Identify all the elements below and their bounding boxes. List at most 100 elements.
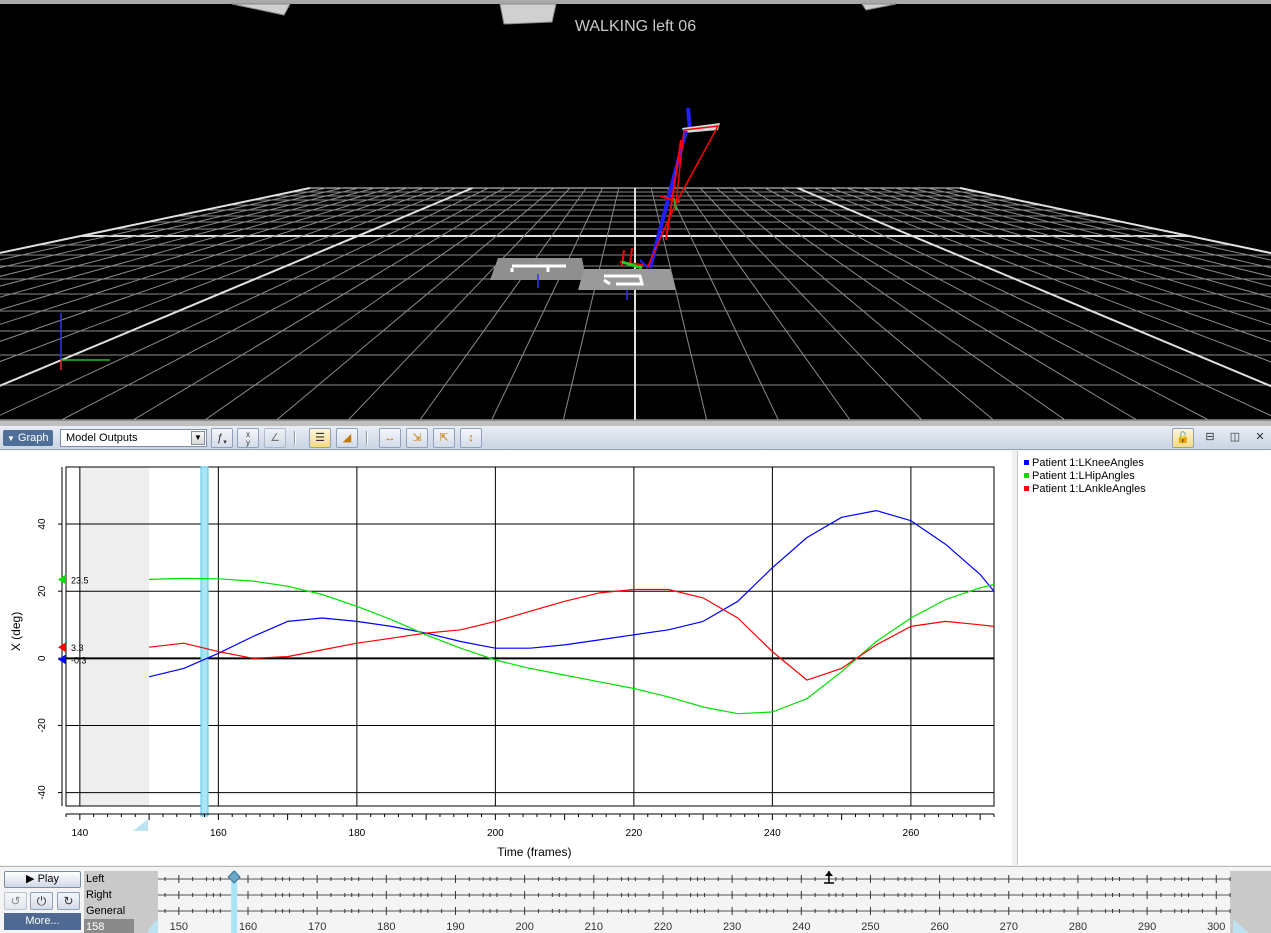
legend-label: Patient 1:LAnkleAngles (1032, 483, 1146, 495)
viewport-top-bar (0, 0, 1271, 4)
x-tick-label: 240 (764, 828, 781, 839)
x-tick-label: 180 (349, 828, 366, 839)
timeline-tick-label: 260 (930, 921, 948, 933)
graph-panel-tab[interactable]: ▼ Graph (3, 430, 53, 446)
timeline-tick-label: 230 (723, 921, 741, 933)
timeline-tick-label: 290 (1138, 921, 1156, 933)
grid-line (0, 187, 311, 254)
grid-line (813, 187, 1271, 363)
fit-vertical-button[interactable]: ↕ (460, 428, 482, 448)
timeline-tick-label: 220 (654, 921, 672, 933)
y-tick-label: 40 (37, 518, 48, 530)
split-vertical-button[interactable]: ◫ (1224, 428, 1246, 448)
legend-item-ankle[interactable]: Patient 1:LAnkleAngles (1024, 483, 1271, 496)
close-button[interactable]: ✕ (1249, 428, 1271, 448)
grid-line (667, 187, 779, 420)
x-tick-label: 140 (72, 828, 89, 839)
grid-line (715, 187, 994, 420)
angle-button[interactable]: ∠ (264, 428, 286, 448)
step-back-button[interactable]: ↺ (4, 892, 27, 910)
timeline-tick-label: 280 (1069, 921, 1087, 933)
timeline-ruler[interactable]: 150 160 170 180 190 200 210 220 230 240 250 260 270 2… (0, 867, 1271, 933)
output-type-value: Model Outputs (66, 432, 138, 444)
x-tick-label: 200 (487, 828, 504, 839)
grid-line (0, 187, 327, 261)
legend-item-knee[interactable]: Patient 1:LKneeAngles (1024, 457, 1271, 470)
more-button[interactable]: More... (4, 913, 81, 930)
grid-line (562, 187, 620, 420)
grid-line (0, 187, 408, 311)
lock-button[interactable]: 🔓 (1172, 428, 1194, 448)
grid-line (0, 187, 489, 416)
legend-label: Patient 1:LKneeAngles (1032, 457, 1144, 469)
angle-chart[interactable]: -40 -20 0 20 40 140 160 180 200 220 240 260 Time (fr… (0, 451, 1012, 865)
step-forward-button[interactable]: ↻ (57, 892, 80, 910)
zoom-out-button[interactable]: ⇱ (433, 428, 455, 448)
grid-line (347, 187, 571, 420)
function-button[interactable]: ƒ▾ (211, 428, 233, 448)
grid-line (204, 187, 538, 420)
play-button[interactable]: ▶ Play (4, 871, 81, 888)
list-view-icon: ☰ (315, 432, 325, 444)
grid-line (878, 187, 1271, 298)
fit-vertical-icon: ↕ (468, 432, 474, 444)
3d-viewport[interactable]: WALKING left 06 (0, 0, 1271, 420)
y-tick-label: -20 (37, 718, 48, 733)
timeline-tick-label: 200 (515, 921, 533, 933)
function-icon: ƒ▾ (217, 432, 227, 447)
graph-plot-area[interactable]: -40 -20 0 20 40 140 160 180 200 220 240 260 Time (fr… (0, 451, 1012, 865)
value-marker (58, 654, 66, 665)
series-line (149, 577, 995, 715)
legend-item-hip[interactable]: Patient 1:LHipAngles (1024, 470, 1271, 483)
current-frame-field[interactable]: 158 (84, 919, 134, 933)
timeline-tick-label: 270 (1000, 921, 1018, 933)
legend-swatch (1024, 473, 1029, 478)
grid-line (0, 187, 473, 387)
zoom-in-button[interactable]: ⇲ (406, 428, 428, 448)
track-label-general[interactable]: General (86, 905, 126, 917)
angle-icon: ∠ (270, 432, 280, 444)
leg-model (619, 107, 720, 270)
close-icon: ✕ (1255, 431, 1265, 443)
timeline-left-cap (134, 871, 158, 933)
split-vertical-icon: ◫ (1229, 431, 1241, 443)
legend-swatch (1024, 460, 1029, 465)
fit-horizontal-button[interactable]: ↔ (379, 428, 401, 448)
forward-icon: ↻ (63, 894, 74, 908)
legend-splitter[interactable] (1012, 451, 1017, 865)
timeline-tick-label: 300 (1207, 921, 1225, 933)
loop-button[interactable]: ⏻ (30, 892, 53, 910)
timeline-tick-label: 240 (792, 921, 810, 933)
timeline-tick-label: 150 (170, 921, 188, 933)
track-label-left[interactable]: Left (86, 873, 105, 885)
grid-line (959, 187, 1271, 255)
series-line (149, 588, 995, 681)
fit-horizontal-icon: ↔ (384, 432, 396, 444)
panel-splitter[interactable] (0, 420, 1271, 426)
timeline-tick-label: 180 (377, 921, 395, 933)
grid-line (764, 187, 1209, 420)
y-tick-label: 20 (37, 585, 48, 597)
range-start-handle (146, 919, 158, 933)
grid-line (491, 187, 603, 420)
grid-line (132, 187, 522, 420)
value-marker (58, 574, 66, 585)
force-plate-1 (490, 258, 586, 288)
grid-line (0, 187, 376, 287)
floor-grid (0, 187, 1271, 420)
timeline-tick-label: 250 (861, 921, 879, 933)
timeline-tick-label: 160 (239, 921, 257, 933)
track-label-right[interactable]: Right (86, 889, 112, 901)
grid-line (732, 187, 1066, 420)
timeline-tick-label: 190 (446, 921, 464, 933)
paint-button[interactable]: ◢ (336, 428, 358, 448)
force-plate-2 (578, 269, 676, 300)
output-type-select[interactable]: Model Outputs ▼ (60, 429, 207, 447)
value-marker-label: 3.3 (71, 643, 84, 653)
timeline-panel: ▶ Play ↺ ⏻ ↻ More... Left Right General … (0, 866, 1271, 933)
split-horizontal-button[interactable]: ⊟ (1199, 428, 1221, 448)
list-view-button[interactable]: ☰ (309, 428, 331, 448)
grid-line (0, 187, 343, 269)
